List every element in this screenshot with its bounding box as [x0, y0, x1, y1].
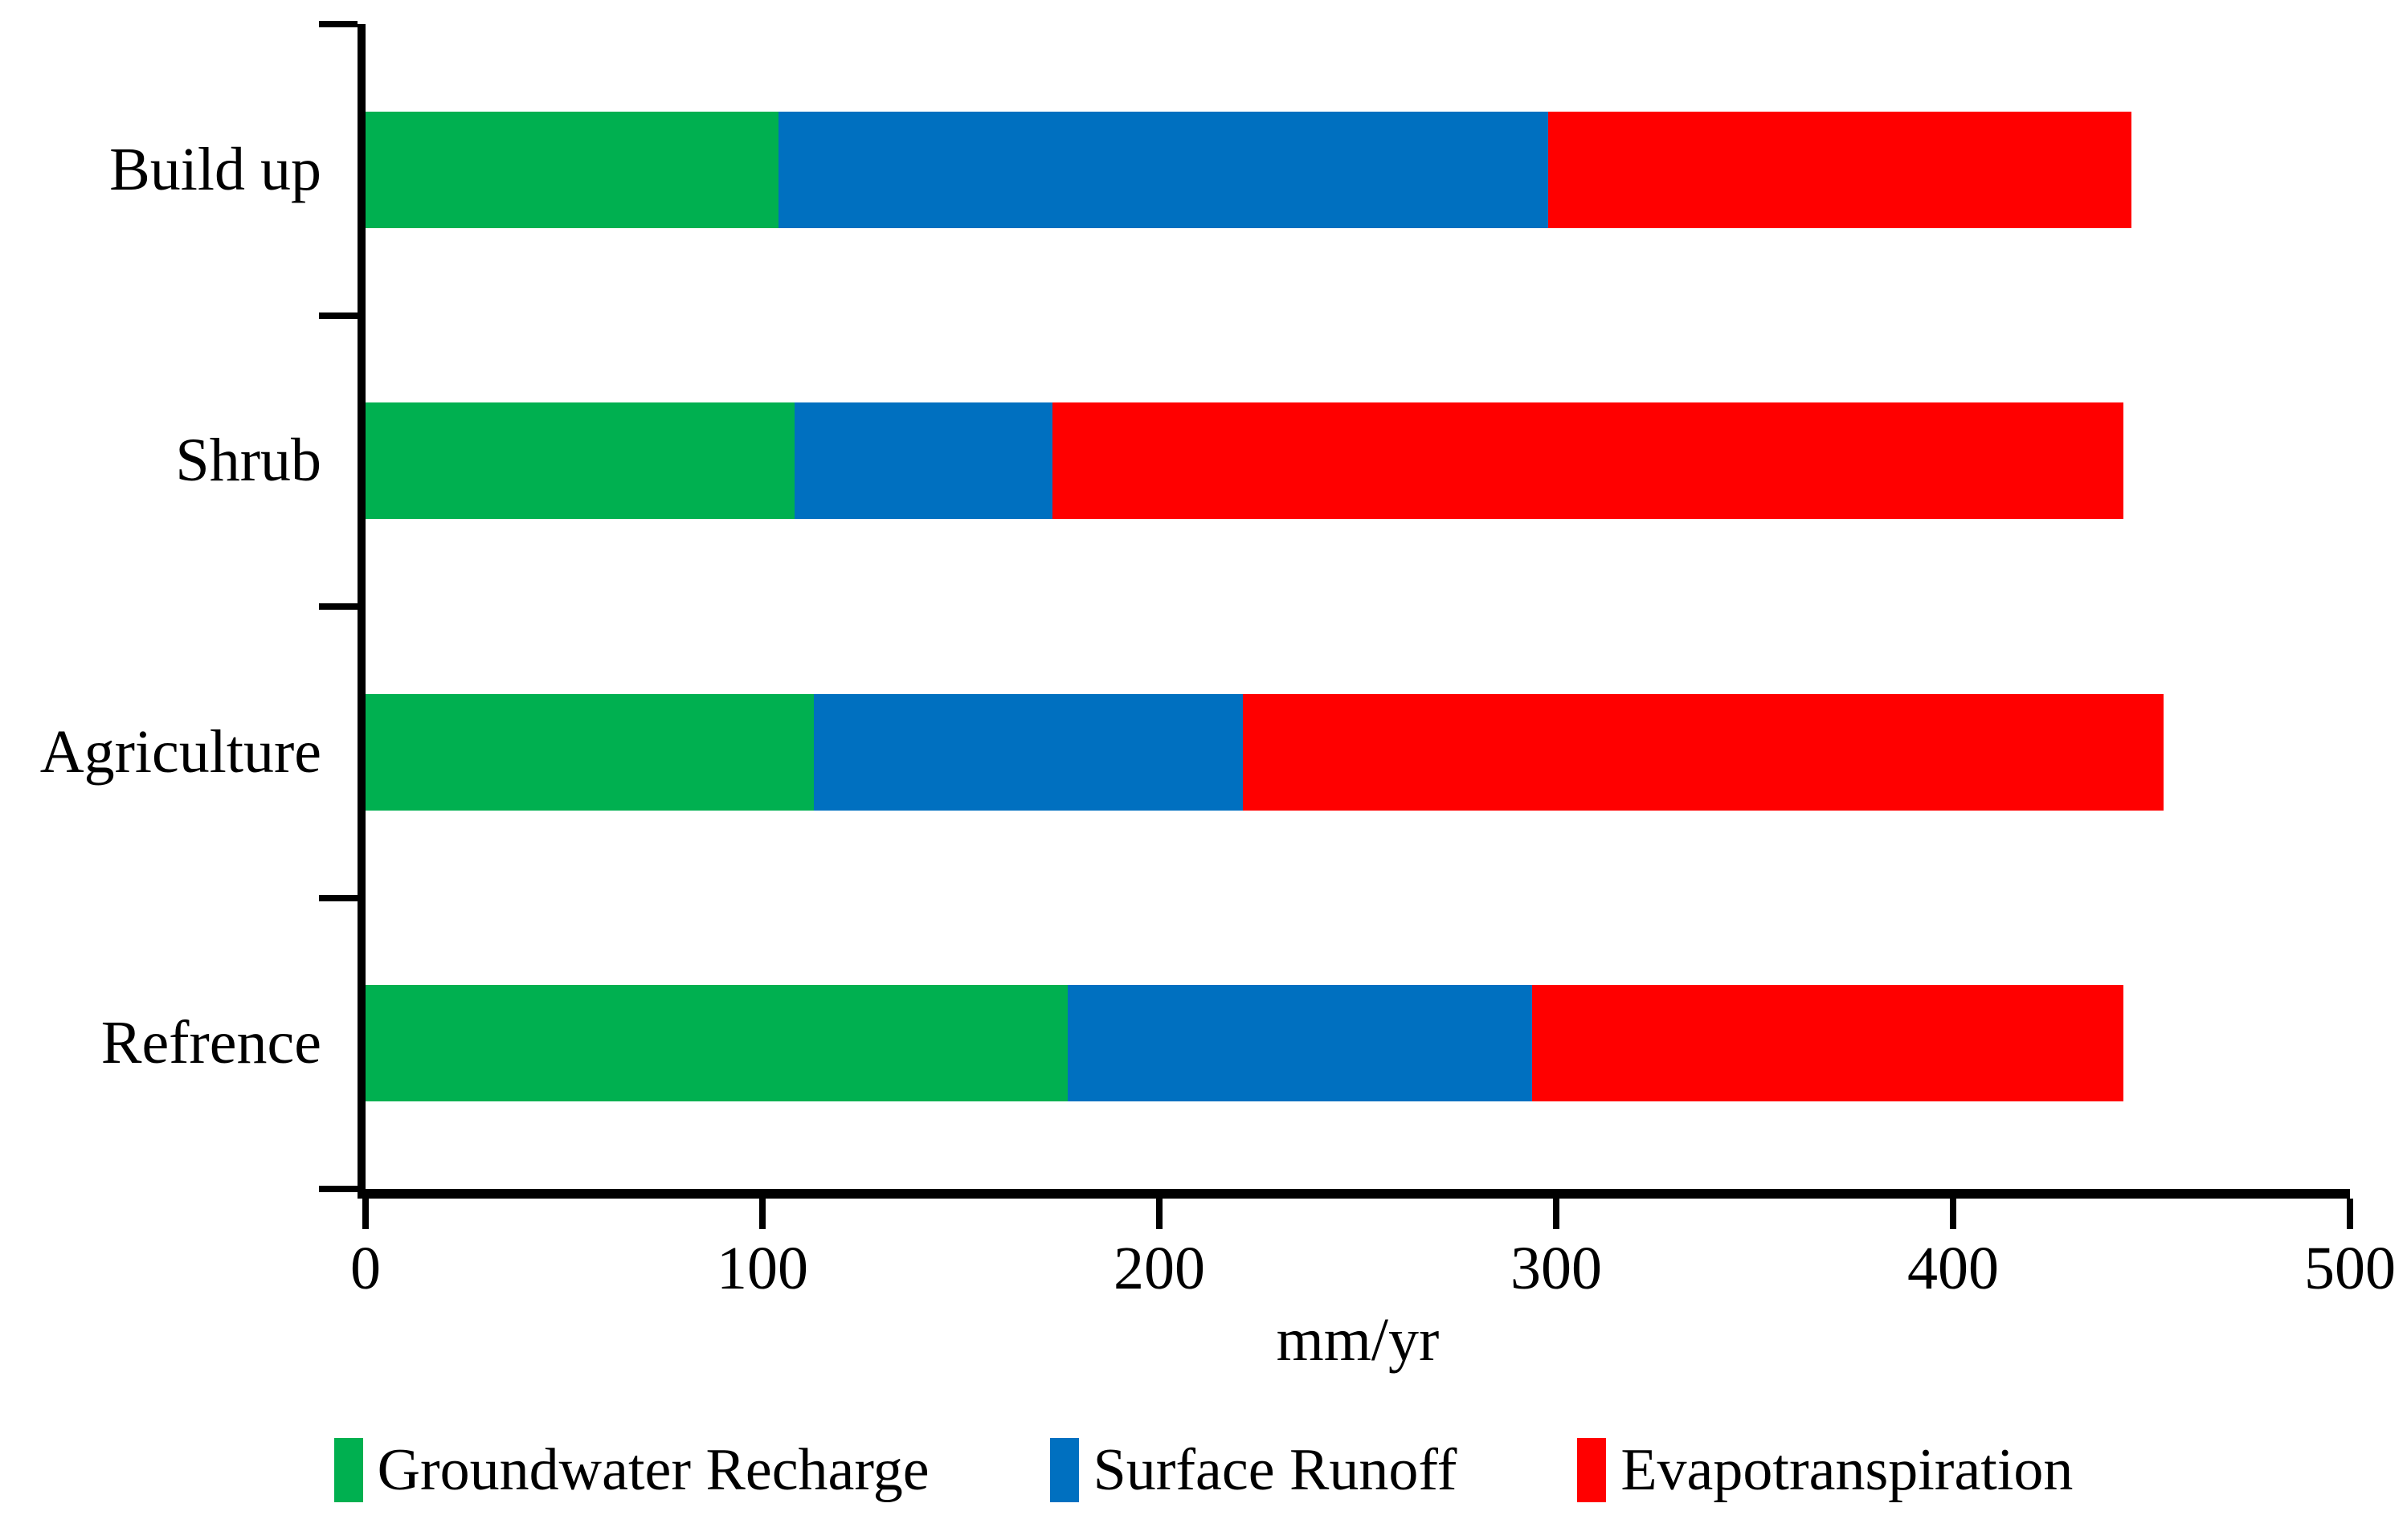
x-axis-tick: [1553, 1199, 1559, 1229]
y-axis-line: [358, 24, 366, 1199]
category-label: Agriculture: [39, 717, 321, 786]
bar-segment: [366, 693, 815, 811]
legend-swatch: [333, 1438, 363, 1502]
y-axis-tick: [319, 894, 358, 901]
bar-row: [366, 402, 2124, 520]
x-tick-label: 400: [1907, 1235, 1999, 1302]
category-label: Build up: [109, 135, 321, 203]
x-axis-tick: [1950, 1199, 1956, 1229]
legend-label: Surface Runoff: [1093, 1436, 1457, 1503]
bar-segment: [1532, 985, 2124, 1102]
bar-row: [366, 111, 2132, 228]
legend-label: Evapotranspiration: [1620, 1436, 2074, 1503]
bar-segment: [366, 985, 1069, 1102]
bar-segment: [1242, 693, 2164, 811]
y-axis-tick: [319, 312, 358, 319]
bar-segment: [794, 402, 1052, 520]
legend-item: Surface Runoff: [1049, 1436, 1457, 1505]
bar-segment: [778, 111, 1549, 228]
bar-segment: [366, 402, 795, 520]
legend-item: Groundwater Recharge: [333, 1436, 930, 1505]
legend-swatch: [1049, 1438, 1079, 1502]
y-axis-tick: [319, 603, 358, 610]
x-axis-line: [358, 1189, 2350, 1199]
bar-row: [366, 693, 2164, 811]
x-tick-label: 300: [1510, 1235, 1602, 1302]
x-tick-label: 100: [717, 1235, 808, 1302]
category-label: Shrub: [175, 427, 321, 495]
legend-label: Groundwater Recharge: [377, 1436, 930, 1503]
y-axis-tick: [319, 1186, 358, 1192]
x-tick-label: 200: [1114, 1235, 1205, 1302]
category-label: Refrence: [100, 1009, 321, 1077]
x-axis-tick: [362, 1199, 369, 1229]
bar-segment: [366, 111, 778, 228]
x-axis-tick: [1156, 1199, 1163, 1229]
legend: Groundwater Recharge Surface Runoff Evapot…: [0, 1422, 2407, 1518]
legend-swatch: [1577, 1438, 1607, 1502]
bar-row: [366, 985, 2124, 1102]
bar-segment: [1052, 402, 2124, 520]
y-axis-tick: [319, 21, 358, 27]
x-tick-label: 0: [350, 1235, 381, 1302]
x-axis-title: mm/yr: [1276, 1306, 1440, 1374]
x-axis-tick: [2347, 1199, 2353, 1229]
x-tick-label: 500: [2304, 1235, 2396, 1302]
legend-item: Evapotranspiration: [1577, 1436, 2073, 1505]
bar-segment: [814, 693, 1243, 811]
bar-segment: [1068, 985, 1533, 1102]
x-axis-tick: [759, 1199, 766, 1229]
bar-segment: [1548, 111, 2132, 228]
